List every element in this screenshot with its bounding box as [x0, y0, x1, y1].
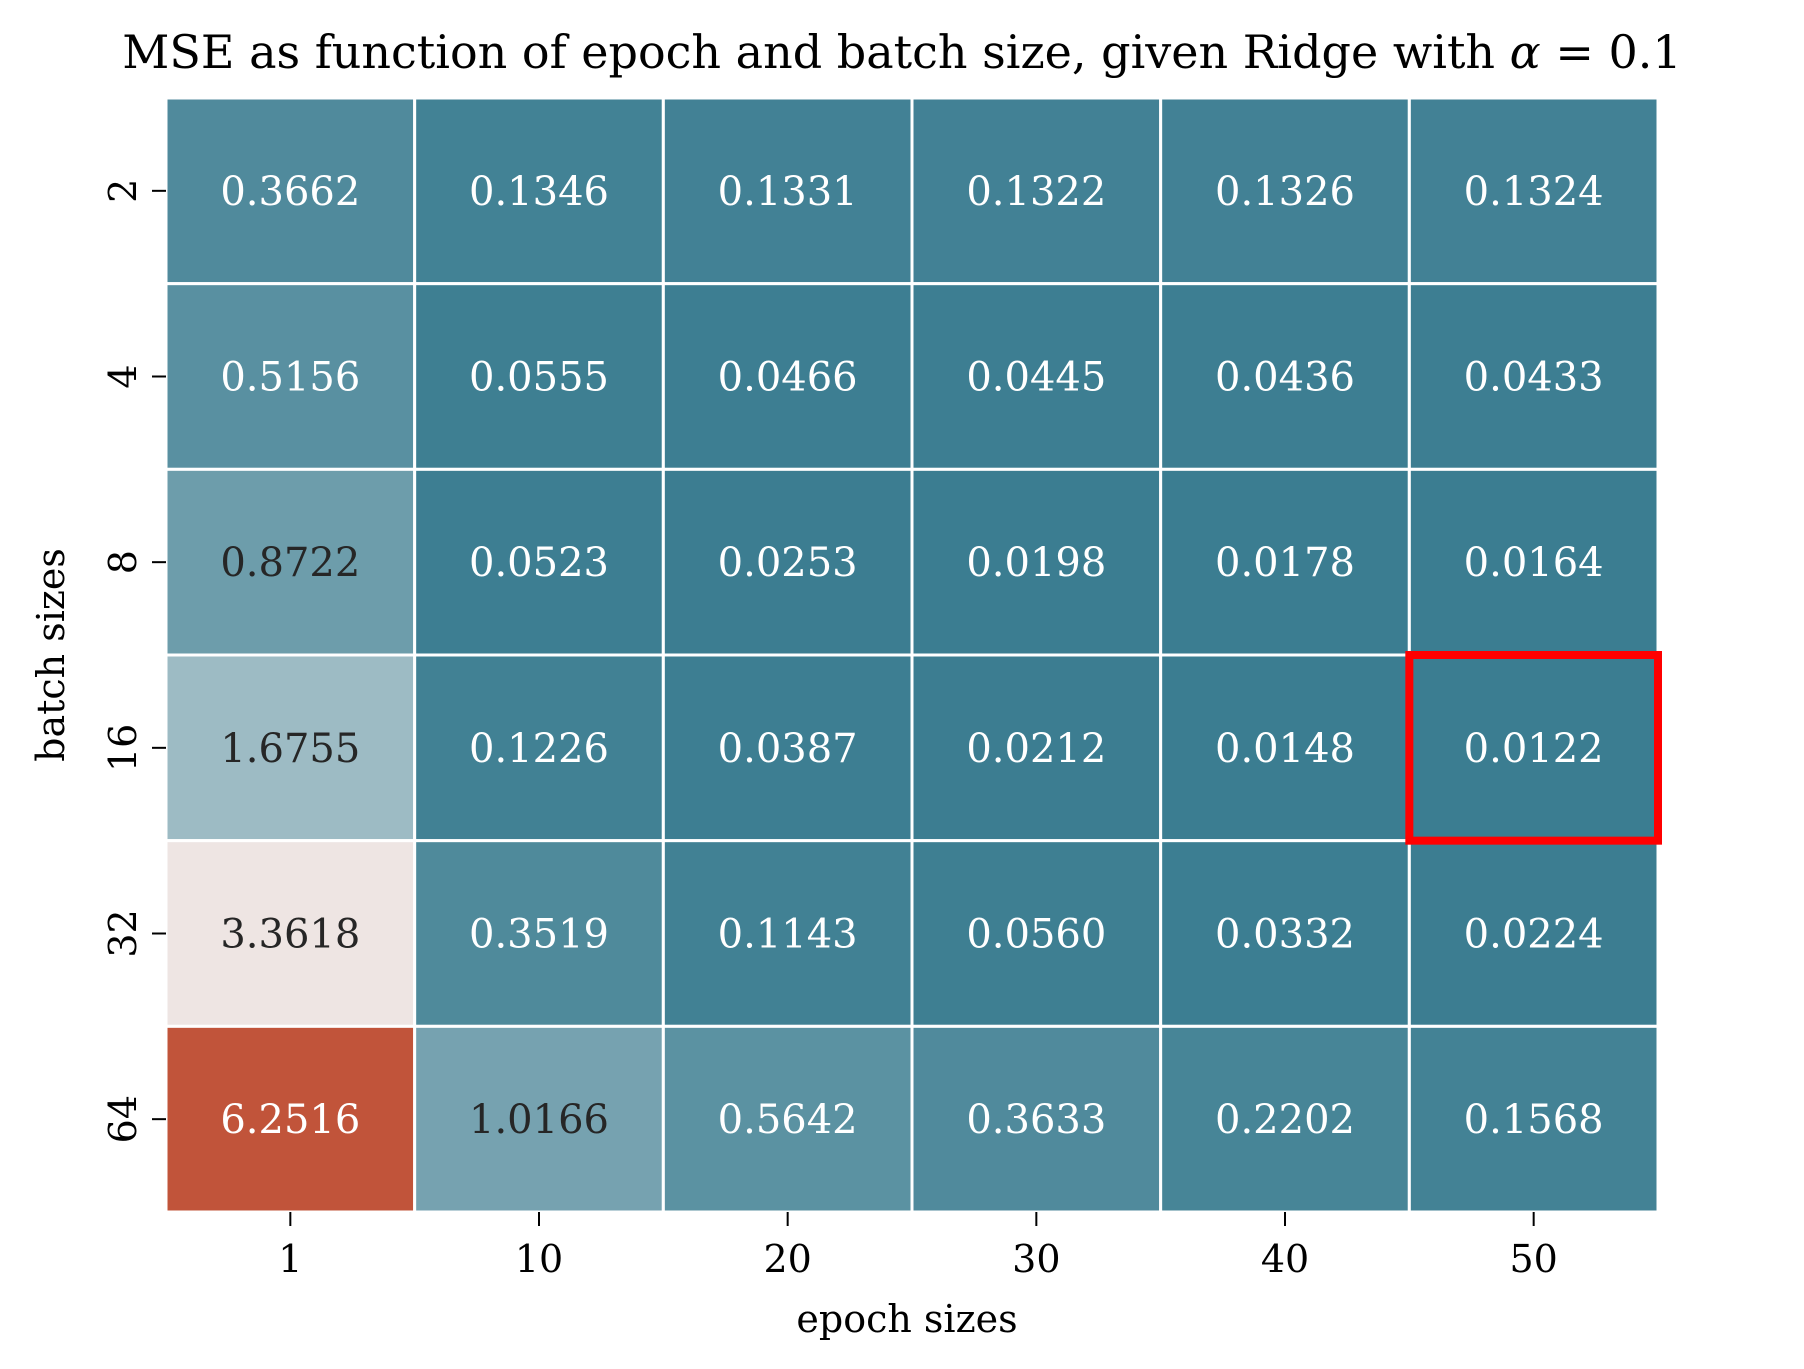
- cell-value-label: 0.2202: [1215, 1097, 1355, 1143]
- x-tick-label: 20: [763, 1237, 811, 1281]
- cell-value-label: 0.1331: [718, 169, 858, 215]
- cell-value-label: 0.5156: [220, 355, 360, 401]
- heatmap-cell: [1159, 467, 1411, 657]
- x-tick-label: 1: [278, 1237, 302, 1281]
- y-tick-label: 4: [101, 364, 145, 388]
- cell-value-label: 0.0224: [1464, 912, 1604, 958]
- cell-value-label: 3.3618: [220, 912, 360, 958]
- cell-value-label: 1.0166: [469, 1097, 609, 1143]
- cell-value-label: 0.0555: [469, 355, 609, 401]
- highlight-box: [1405, 651, 1663, 845]
- heatmap-cells: 0.3662 0.1346 0.1331 0.1322 0.1326 0.1324 0.51…: [164, 96, 1660, 1214]
- heatmap-cell: [1407, 1024, 1660, 1214]
- cell-value-label: 0.0148: [1215, 726, 1355, 772]
- heatmap-cell: [413, 1024, 665, 1214]
- heatmap-cell: [661, 653, 914, 843]
- cell-value-label: 0.0253: [718, 540, 858, 586]
- heatmap-cell: [661, 467, 914, 657]
- cell-value-label: 0.0164: [1464, 540, 1604, 586]
- heatmap-cell: [164, 96, 417, 286]
- y-tick-label: 64: [101, 1095, 145, 1143]
- cell-value-label: 1.6755: [220, 726, 360, 772]
- cell-value-label: 0.0445: [966, 355, 1106, 401]
- cell-value-label: 0.1226: [469, 726, 609, 772]
- y-tick-label: 16: [101, 724, 145, 772]
- y-tick-label: 32: [101, 909, 145, 957]
- cell-value-label: 0.0387: [718, 726, 858, 772]
- cell-value-label: 0.0433: [1464, 355, 1604, 401]
- heatmap-cell: [1407, 653, 1660, 843]
- cell-value-label: 0.0332: [1215, 912, 1355, 958]
- cell-value-label: 0.1143: [718, 912, 858, 958]
- x-tick-label: 40: [1261, 1237, 1309, 1281]
- y-axis: 2 4 8 16 32 64: [101, 179, 166, 1143]
- y-tick-label: 8: [101, 550, 145, 574]
- x-axis: 1 10 20 30 40 50: [278, 1212, 1558, 1281]
- heatmap-cell: [413, 467, 665, 657]
- cell-value-label: 0.0466: [718, 355, 858, 401]
- y-tick-label: 2: [101, 179, 145, 203]
- heatmap-cell: [1159, 839, 1411, 1028]
- x-tick-label: 10: [515, 1237, 563, 1281]
- x-tick-label: 50: [1509, 1237, 1557, 1281]
- cell-value-label: 0.1324: [1464, 169, 1604, 215]
- cell-value-label: 0.0122: [1464, 726, 1604, 772]
- cell-value-label: 0.3662: [220, 169, 360, 215]
- x-tick-label: 30: [1012, 1237, 1060, 1281]
- cell-value-label: 0.0436: [1215, 355, 1355, 401]
- heatmap-cell: [1159, 653, 1411, 843]
- cell-value-label: 0.8722: [220, 540, 360, 586]
- cell-value-label: 0.0523: [469, 540, 609, 586]
- cell-value-label: 0.1568: [1464, 1097, 1604, 1143]
- heatmap-cell: [1159, 1024, 1411, 1214]
- cell-value-label: 0.0560: [966, 912, 1106, 958]
- heatmap-cell: [1407, 282, 1660, 471]
- cell-value-label: 0.0198: [966, 540, 1106, 586]
- cell-value-label: 0.1346: [469, 169, 609, 215]
- cell-value-label: 0.5642: [718, 1097, 858, 1143]
- cell-value-label: 0.1326: [1215, 169, 1355, 215]
- heatmap-cell: [1407, 467, 1660, 657]
- heatmap-cell: [164, 653, 417, 843]
- cell-value-label: 0.3519: [469, 912, 609, 958]
- heatmap-cell: [910, 1024, 1163, 1214]
- heatmap-cell: [661, 1024, 914, 1214]
- x-axis-label: epoch sizes: [796, 1297, 1017, 1341]
- heatmap-cell: [910, 839, 1163, 1028]
- cell-value-label: 6.2516: [220, 1097, 360, 1143]
- heatmap-cell: [661, 839, 914, 1028]
- highlight-layer: [1405, 651, 1663, 845]
- cell-value-label: 0.1322: [966, 169, 1106, 215]
- heatmap-cell: [164, 467, 417, 657]
- heatmap-cell: [413, 96, 665, 286]
- cell-value-label: 0.0178: [1215, 540, 1355, 586]
- y-axis-label: batch sizes: [29, 548, 73, 762]
- cell-value-label: 0.0212: [966, 726, 1106, 772]
- heatmap-cell: [661, 282, 914, 471]
- cell-value-label: 0.3633: [966, 1097, 1106, 1143]
- heatmap-cell: [413, 282, 665, 471]
- chart-title: MSE as function of epoch and batch size,…: [122, 25, 1681, 79]
